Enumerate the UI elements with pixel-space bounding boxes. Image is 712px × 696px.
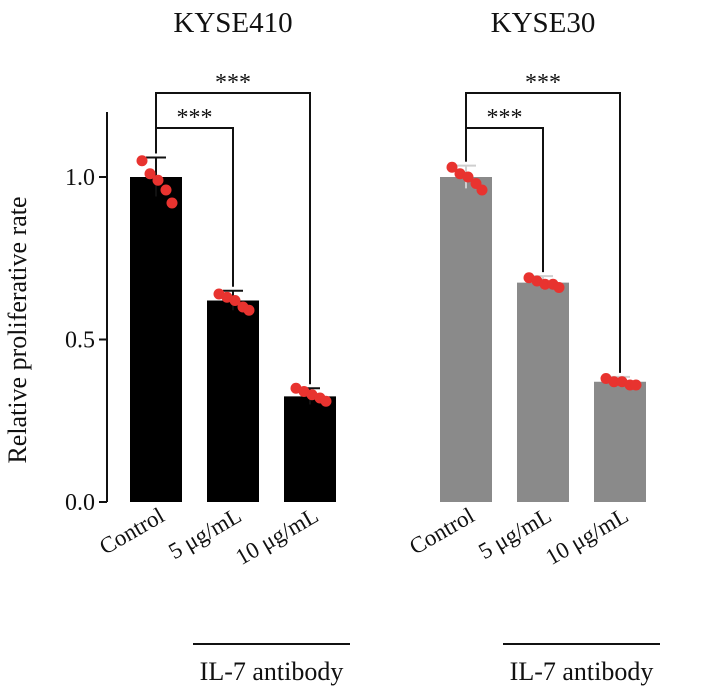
x-tick-label: Control: [405, 503, 478, 560]
bar: [594, 381, 646, 502]
y-tick-label: 0.0: [65, 490, 95, 516]
group-title: KYSE30: [491, 7, 596, 39]
significance-label: ***: [487, 105, 523, 131]
bar: [440, 177, 492, 502]
x-tick-label: 5 μg/mL: [164, 503, 245, 564]
significance-bracket: [465, 92, 621, 373]
data-point: [476, 184, 488, 196]
bar: [207, 300, 259, 502]
treatment-label: IL-7 antibody: [510, 657, 654, 686]
data-point: [320, 395, 332, 407]
data-point: [243, 304, 255, 316]
x-tick-label: 5 μg/mL: [474, 503, 555, 564]
x-tick-label: 10 μg/mL: [541, 503, 632, 570]
data-point: [166, 197, 178, 209]
data-point: [608, 376, 620, 388]
group-title: KYSE410: [173, 7, 292, 39]
data-point: [144, 168, 156, 180]
data-point: [553, 282, 565, 293]
data-point: [229, 295, 241, 306]
data-point: [152, 174, 164, 186]
significance-label: ***: [215, 70, 251, 96]
data-point: [446, 161, 458, 173]
bar: [517, 282, 569, 502]
data-point: [136, 155, 148, 167]
y-tick-label: 0.5: [65, 328, 95, 354]
data-point: [462, 171, 474, 183]
data-point: [630, 379, 642, 391]
data-point: [539, 278, 551, 290]
treatment-label: IL-7 antibody: [200, 657, 344, 686]
x-tick-label: 10 μg/mL: [231, 503, 322, 570]
data-point: [160, 184, 172, 196]
bar: [284, 396, 336, 502]
x-tick-label: Control: [95, 503, 168, 560]
significance-label: ***: [177, 105, 213, 131]
y-axis: 0.0 0.5 1.0: [65, 112, 108, 516]
bar: [130, 177, 182, 502]
y-axis-label: Relative proliferative rate: [3, 196, 32, 463]
significance-bracket: [155, 92, 311, 385]
y-tick-label: 1.0: [65, 165, 95, 191]
significance-label: ***: [525, 70, 561, 96]
